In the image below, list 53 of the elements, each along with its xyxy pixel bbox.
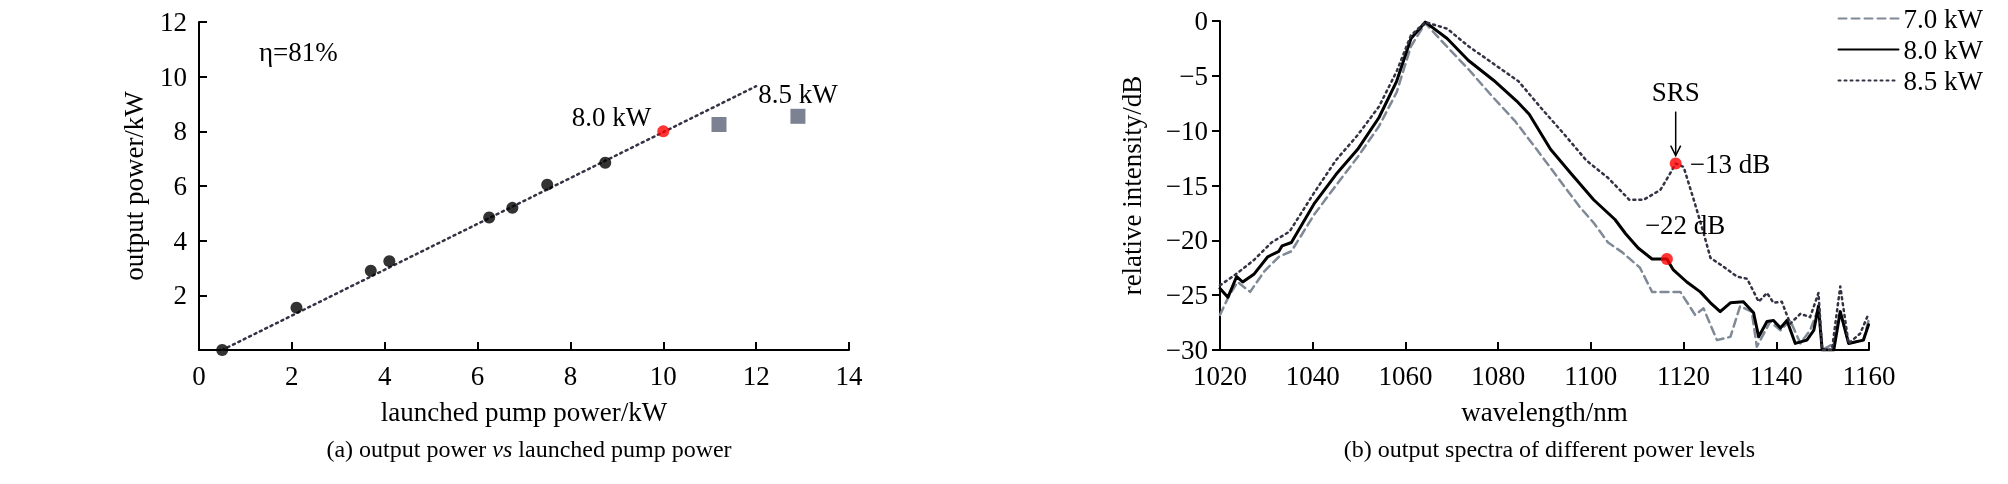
annotation: η=81% — [259, 37, 338, 67]
y-axis-title: output power/kW — [118, 90, 149, 281]
point — [483, 211, 496, 224]
legend-label: 7.0 kW — [1903, 3, 1984, 34]
x-tick-label: 10 — [649, 360, 677, 391]
y-tick-label: 12 — [160, 7, 187, 37]
legend-label: 8.0 kW — [1903, 34, 1984, 65]
x-tick-label: 1160 — [1842, 360, 1896, 391]
x-tick-label: 4 — [377, 360, 392, 391]
x-tick-label: 2 — [285, 360, 299, 391]
x-tick-label: 14 — [835, 360, 863, 391]
annotation: 8.5 kW — [758, 79, 839, 110]
y-tick-label: 2 — [173, 280, 187, 311]
x-tick-label: 1060 — [1378, 360, 1433, 391]
point — [599, 156, 612, 169]
y-tick-label: −25 — [1165, 280, 1208, 311]
y-tick-label: −5 — [1179, 60, 1208, 91]
x-tick-label: 12 — [742, 360, 770, 391]
y-tick-label: −20 — [1165, 225, 1208, 256]
point — [506, 201, 519, 214]
legend-label: 8.5 kW — [1903, 65, 1984, 96]
y-tick-label: 6 — [173, 171, 187, 201]
y-tick-label: 0 — [1194, 6, 1208, 36]
x-axis-title: launched pump power/kW — [380, 396, 668, 427]
annotation: −13 dB — [1689, 148, 1771, 179]
point — [364, 264, 377, 277]
y-tick-label: −15 — [1165, 170, 1208, 201]
x-tick-label: 6 — [470, 360, 485, 391]
point — [290, 301, 303, 314]
point — [541, 178, 554, 191]
annotation: 8.0 kW — [571, 102, 652, 133]
point — [383, 255, 396, 268]
y-tick-label: 8 — [173, 116, 187, 147]
annotation: SRS — [1651, 76, 1700, 107]
point — [657, 125, 670, 138]
x-tick-label: 1100 — [1564, 360, 1618, 391]
x-tick-label: 0 — [192, 360, 206, 391]
point — [711, 117, 727, 132]
y-tick-label: −10 — [1165, 115, 1208, 146]
x-tick-label: 1140 — [1749, 360, 1803, 391]
x-tick-label: 1040 — [1285, 360, 1340, 391]
point — [790, 108, 806, 124]
y-tick-label: 4 — [173, 225, 188, 256]
text: (a) output power vs launched pump power — [326, 436, 732, 462]
text: (b) output spectra of different power levels — [1343, 436, 1756, 462]
y-tick-label: 10 — [160, 61, 187, 92]
annotation: −22 dB — [1644, 209, 1726, 240]
x-tick-label: 1080 — [1471, 360, 1526, 391]
x-axis-title: wavelength/nm — [1461, 396, 1628, 427]
y-axis-title: relative intensity/dB — [1116, 75, 1147, 296]
x-tick-label: 8 — [563, 360, 578, 391]
point — [216, 344, 229, 356]
x-tick-label: 1120 — [1657, 360, 1711, 391]
